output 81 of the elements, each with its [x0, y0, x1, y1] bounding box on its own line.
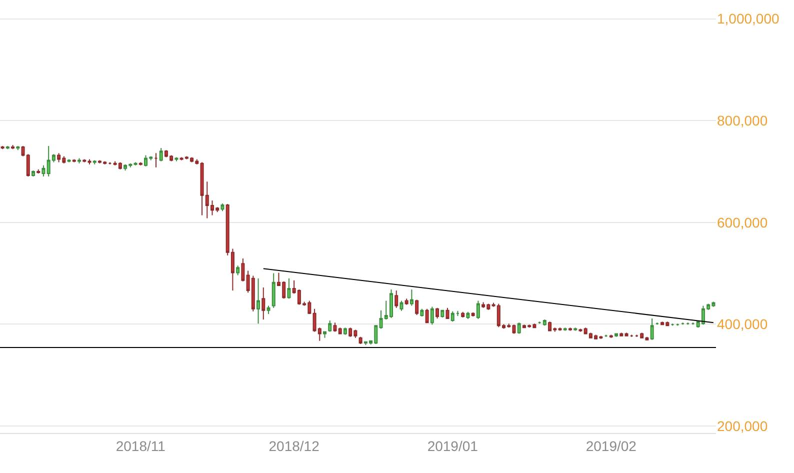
x-tick-label: 2019/02 — [586, 438, 637, 454]
x-tick-label: 2018/12 — [268, 438, 320, 454]
candlestick — [82, 158, 86, 163]
y-tick-label: 200,000 — [717, 418, 768, 434]
candlestick — [88, 158, 92, 165]
candlestick — [574, 327, 578, 332]
candlestick — [0, 146, 4, 150]
candlestick — [410, 289, 414, 306]
candlestick — [6, 146, 10, 150]
candlestick — [415, 299, 419, 316]
candlestick — [686, 322, 690, 326]
candlestick — [328, 320, 332, 332]
candlestick — [78, 158, 82, 164]
candlestick — [92, 160, 96, 165]
candlestick — [517, 322, 521, 334]
candlestick — [400, 300, 404, 312]
x-tick-label: 2019/01 — [427, 438, 478, 454]
candlestick — [471, 312, 475, 317]
candlestick — [241, 258, 245, 282]
candlestick — [476, 300, 480, 320]
candlestick — [108, 162, 112, 165]
candlestick — [456, 310, 460, 316]
candlestick — [220, 203, 224, 212]
y-tick-label: 600,000 — [717, 214, 768, 230]
candlestick — [440, 309, 444, 318]
candlestick — [578, 328, 582, 332]
x-tick-label: 2018/11 — [116, 438, 166, 454]
candlestick — [338, 327, 342, 334]
candlestick — [262, 286, 266, 320]
candlestick — [333, 322, 337, 332]
candlestick — [538, 321, 542, 324]
candlestick — [691, 322, 695, 326]
y-tick-label: 800,000 — [717, 112, 768, 128]
candlestick — [614, 333, 618, 338]
candlestick — [450, 310, 454, 322]
candlestick — [236, 265, 240, 276]
candlestick — [266, 305, 270, 314]
candlestick — [563, 327, 567, 332]
candlestick — [446, 307, 450, 320]
candlestick — [670, 323, 674, 326]
candlestick — [461, 311, 465, 318]
candlestick — [568, 327, 572, 332]
candlestick — [558, 327, 562, 332]
candlestick — [138, 162, 142, 166]
candlestick — [11, 144, 15, 150]
candlestick — [420, 308, 424, 317]
candlestick — [634, 334, 638, 338]
candlestick — [287, 278, 291, 300]
candlestick — [272, 272, 276, 308]
candlestick — [42, 164, 46, 178]
candlestick — [425, 308, 429, 324]
candlestick — [676, 323, 680, 326]
candlestick — [655, 322, 659, 326]
candlestick — [154, 152, 158, 168]
candlestick — [681, 322, 685, 326]
candlestick — [16, 146, 20, 151]
candlestick — [604, 334, 608, 338]
candlestick — [404, 298, 408, 306]
candlestick — [343, 327, 347, 336]
candlestick — [430, 306, 434, 326]
candlestick — [134, 162, 138, 166]
y-tick-label: 400,000 — [717, 316, 768, 332]
candlestick — [436, 307, 440, 320]
candlestick — [159, 148, 163, 162]
candlestick — [650, 318, 654, 340]
candlestick — [67, 158, 71, 163]
candlestick — [174, 156, 178, 162]
candlestick — [620, 332, 624, 336]
candlestick — [466, 311, 470, 320]
candlestick — [36, 168, 40, 174]
candlestick — [256, 278, 260, 324]
candlestick — [609, 334, 613, 338]
candlestick — [72, 158, 76, 163]
candlestick — [624, 332, 628, 336]
y-tick-label: 1,000,000 — [717, 10, 780, 27]
candlestick — [31, 170, 35, 178]
candlestick — [358, 336, 362, 344]
candlestick — [630, 334, 634, 338]
candlestick — [323, 331, 327, 338]
candlestick — [394, 290, 398, 308]
candlestick — [542, 319, 546, 326]
